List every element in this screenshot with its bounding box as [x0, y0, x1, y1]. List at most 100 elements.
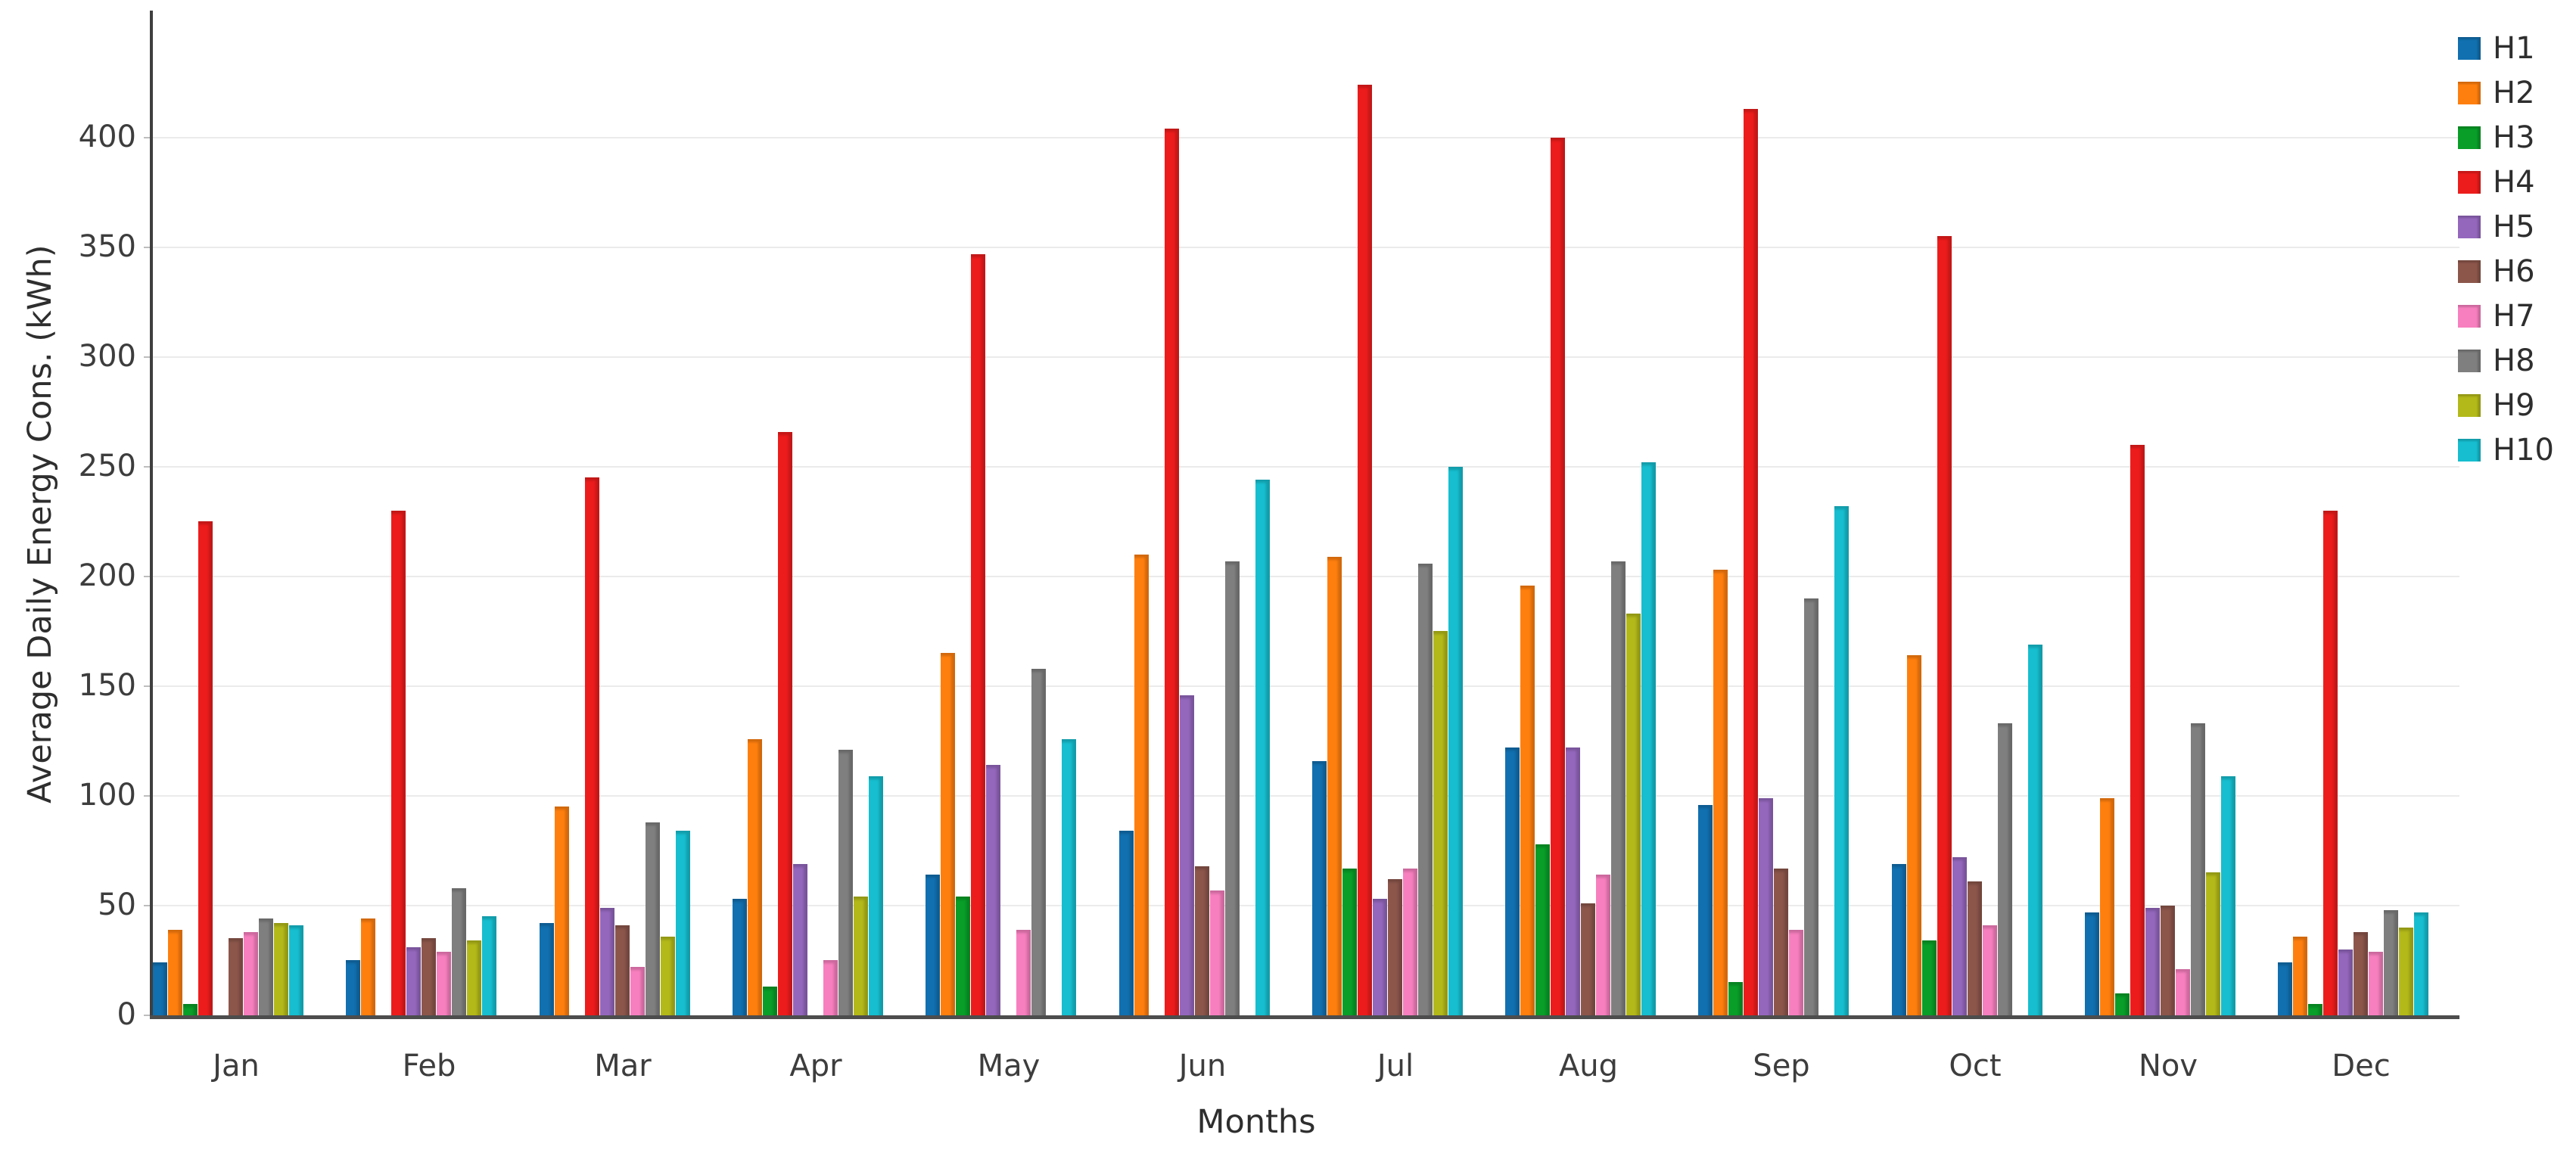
bar-H2-Mar [555, 807, 569, 1015]
bar-H2-Dec [2293, 937, 2307, 1015]
y-axis-line [150, 11, 153, 1018]
y-tick-label-400: 400 [78, 120, 136, 154]
bar-H7-Jan [244, 932, 258, 1015]
bar-H1-Mar [540, 923, 554, 1015]
x-tick-label-Oct: Oct [1949, 1049, 2002, 1083]
bar-H7-Apr [823, 960, 838, 1015]
bar-H5-May [986, 765, 1000, 1015]
legend-item-H4: H4 [2458, 167, 2535, 197]
legend-swatch-H10 [2458, 439, 2481, 462]
bar-H4-Dec [2323, 511, 2338, 1015]
legend-label-H6: H6 [2493, 254, 2535, 289]
y-tick-label-50: 50 [98, 887, 136, 922]
y-tick-100 [144, 795, 151, 797]
bar-H6-Mar [615, 925, 630, 1015]
y-tick-300 [144, 356, 151, 358]
legend-swatch-H8 [2458, 350, 2481, 372]
bar-H10-Sep [1834, 506, 1849, 1015]
gridline-400 [153, 137, 2459, 138]
bar-H1-Jan [153, 962, 167, 1015]
bar-H1-Jun [1119, 831, 1134, 1015]
bar-H2-Jan [168, 930, 182, 1015]
legend-swatch-H5 [2458, 216, 2481, 238]
y-tick-200 [144, 576, 151, 577]
bar-H4-Feb [391, 511, 406, 1015]
bar-H10-May [1062, 739, 1076, 1015]
bar-H7-Jun [1210, 890, 1224, 1015]
legend-swatch-H1 [2458, 37, 2481, 60]
y-tick-label-200: 200 [78, 558, 136, 593]
bar-H5-Feb [406, 947, 421, 1015]
bar-H6-Jun [1195, 866, 1209, 1015]
bar-H6-Nov [2161, 906, 2175, 1015]
gridline-300 [153, 356, 2459, 358]
y-tick-400 [144, 137, 151, 138]
bar-H4-Apr [778, 432, 792, 1015]
bar-H5-Oct [1952, 857, 1967, 1015]
y-tick-label-0: 0 [117, 997, 136, 1032]
bar-H6-Jan [229, 938, 243, 1015]
legend-swatch-H6 [2458, 260, 2481, 283]
bar-H7-Jul [1403, 869, 1417, 1015]
gridline-200 [153, 576, 2459, 577]
bar-H10-Feb [482, 916, 496, 1015]
bar-H4-Aug [1551, 138, 1565, 1015]
bar-H3-Sep [1728, 982, 1743, 1015]
y-tick-250 [144, 466, 151, 468]
bar-H5-Sep [1759, 798, 1773, 1015]
bar-H8-Feb [452, 888, 466, 1015]
bar-H2-Aug [1520, 586, 1535, 1015]
bar-H1-Oct [1892, 864, 1906, 1015]
legend-swatch-H4 [2458, 171, 2481, 194]
bar-H3-Dec [2308, 1004, 2322, 1015]
bar-H4-Oct [1937, 236, 1952, 1015]
bar-H4-Jun [1165, 129, 1179, 1015]
gridline-100 [153, 795, 2459, 797]
bar-H2-Apr [748, 739, 762, 1015]
bar-H10-Oct [2028, 645, 2042, 1015]
y-tick-label-150: 150 [78, 668, 136, 703]
bar-H3-May [956, 897, 970, 1015]
bar-H8-May [1031, 669, 1046, 1015]
bar-H2-Sep [1713, 570, 1728, 1015]
legend-label-H2: H2 [2493, 76, 2535, 110]
bar-H7-Mar [630, 967, 645, 1015]
bar-H2-Nov [2100, 798, 2114, 1015]
y-axis-title: Average Daily Energy Cons. (kWh) [21, 244, 59, 803]
legend-item-H10: H10 [2458, 435, 2554, 465]
bar-H8-Jun [1225, 561, 1240, 1015]
bar-H1-Feb [346, 960, 360, 1015]
bar-H5-Apr [793, 864, 807, 1015]
bar-H8-Nov [2191, 723, 2205, 1015]
bar-H9-Jan [274, 923, 288, 1015]
legend-item-H8: H8 [2458, 346, 2535, 376]
legend-item-H9: H9 [2458, 390, 2535, 421]
legend-label-H3: H3 [2493, 120, 2535, 155]
gridline-350 [153, 247, 2459, 248]
bar-H9-Jul [1433, 631, 1448, 1015]
bar-H4-Sep [1744, 109, 1758, 1015]
bar-H8-Jan [259, 918, 273, 1015]
bar-H10-Nov [2221, 776, 2235, 1015]
bar-H6-Jul [1388, 879, 1402, 1015]
bar-H8-Sep [1804, 598, 1818, 1015]
bar-H3-Aug [1535, 844, 1550, 1015]
x-tick-label-Sep: Sep [1753, 1049, 1810, 1083]
bar-H7-Sep [1789, 930, 1803, 1015]
bar-H4-Jul [1358, 85, 1372, 1015]
bar-H5-Jul [1373, 899, 1387, 1015]
bar-H8-Apr [838, 750, 853, 1015]
bar-H3-Nov [2115, 993, 2130, 1015]
bar-H5-Mar [600, 908, 614, 1015]
bar-H1-Sep [1698, 805, 1713, 1015]
bar-H10-Mar [676, 831, 690, 1015]
x-tick-label-Dec: Dec [2332, 1049, 2391, 1083]
bar-H5-Nov [2145, 908, 2160, 1015]
bar-H8-Aug [1611, 561, 1626, 1015]
bar-H10-Aug [1641, 462, 1656, 1015]
bar-H7-Dec [2369, 952, 2383, 1015]
bar-H2-Oct [1907, 655, 1921, 1015]
legend-swatch-H7 [2458, 305, 2481, 328]
legend-item-H7: H7 [2458, 301, 2535, 331]
